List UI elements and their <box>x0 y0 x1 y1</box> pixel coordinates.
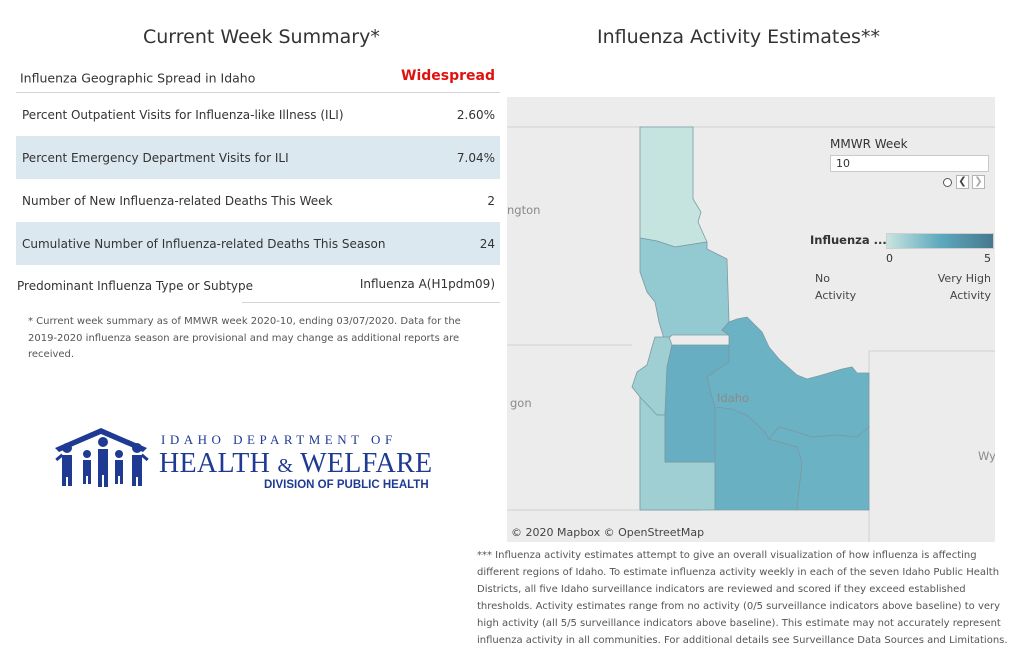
basemap-label-oregon: gon <box>510 396 532 410</box>
legend-color-scale <box>886 233 994 249</box>
legend-min-value: 0 <box>886 252 893 265</box>
cumulative-deaths-label: Cumulative Number of Influenza-related D… <box>22 236 386 251</box>
logo-division-text: DIVISION OF PUBLIC HEALTH <box>264 479 429 491</box>
district-1-region[interactable] <box>639 126 708 248</box>
map-attribution[interactable]: © 2020 Mapbox © OpenStreetMap <box>511 526 705 539</box>
ed-visits-row: Percent Emergency Department Visits for … <box>16 136 500 179</box>
idaho-districts-map[interactable] <box>507 97 995 542</box>
predominant-type-value: Influenza A(H1pdm09) <box>359 277 495 291</box>
new-deaths-label: Number of New Influenza-related Deaths T… <box>22 193 333 208</box>
divider <box>242 302 500 303</box>
activity-footnote: *** Influenza activity estimates attempt… <box>477 550 1008 646</box>
legend-high-line1: Very High <box>937 272 991 285</box>
family-figures-icon <box>55 428 149 487</box>
geographic-spread-label: Influenza Geographic Spread in Idaho <box>20 70 256 85</box>
ed-visits-value: 7.04% <box>456 150 495 165</box>
legend-max-value: 5 <box>984 252 991 265</box>
ili-visits-value: 2.60% <box>456 107 495 122</box>
geographic-spread-row: Influenza Geographic Spread in Idaho Wid… <box>16 63 500 93</box>
logo-welfare-word: WELFARE <box>300 448 433 479</box>
basemap-label-wyoming: Wy <box>978 449 995 463</box>
idhw-logo: IDAHO DEPARTMENT OF HEALTH & WELFARE DIV… <box>53 424 443 496</box>
district-2-region[interactable] <box>639 237 731 343</box>
new-deaths-row: Number of New Influenza-related Deaths T… <box>16 179 500 222</box>
influenza-activity-map[interactable]: ngton gon Idaho Wy MMWR Week ❮ ❯ Influen… <box>507 97 995 542</box>
logo-department-text: IDAHO DEPARTMENT OF <box>161 432 397 447</box>
geographic-spread-value: Widespread <box>401 68 495 85</box>
ed-visits-label: Percent Emergency Department Visits for … <box>22 150 289 165</box>
slider-handle-icon[interactable] <box>943 178 952 187</box>
week-next-button[interactable]: ❯ <box>972 175 985 189</box>
summary-title: Current Week Summary* <box>143 26 380 48</box>
cumulative-deaths-row: Cumulative Number of Influenza-related D… <box>16 222 500 265</box>
current-week-summary-table: Influenza Geographic Spread in Idaho Wid… <box>16 63 500 303</box>
logo-health-welfare-text: HEALTH & WELFARE <box>159 448 432 480</box>
logo-health-word: HEALTH <box>159 448 271 479</box>
summary-footnote: * Current week summary as of MMWR week 2… <box>28 316 461 360</box>
district-7-region[interactable] <box>706 316 870 440</box>
week-prev-button[interactable]: ❮ <box>956 175 969 189</box>
legend-high-label: Very High Activity <box>931 270 991 304</box>
logo-ampersand: & <box>277 455 294 477</box>
ili-visits-row: Percent Outpatient Visits for Influenza-… <box>16 93 500 136</box>
legend-low-line2: Activity <box>815 289 857 302</box>
new-deaths-value: 2 <box>487 193 495 208</box>
activity-estimates-title: Influenza Activity Estimates** <box>597 26 880 48</box>
mmwr-week-input[interactable] <box>830 155 989 172</box>
legend-high-line2: Activity <box>949 289 991 302</box>
chevron-left-icon: ❮ <box>958 176 967 187</box>
ili-visits-label: Percent Outpatient Visits for Influenza-… <box>22 107 344 122</box>
predominant-type-label: Predominant Influenza Type or Subtype <box>17 279 254 294</box>
chevron-right-icon: ❯ <box>974 176 983 187</box>
legend-low-label: No Activity <box>815 270 856 304</box>
basemap-label-washington: ngton <box>507 203 541 217</box>
legend-title: Influenza ... <box>810 233 887 247</box>
basemap-label-idaho: Idaho <box>717 391 750 405</box>
legend-low-line1: No <box>815 272 830 285</box>
mmwr-week-label: MMWR Week <box>830 137 908 151</box>
predominant-type-row: Predominant Influenza Type or Subtype In… <box>16 265 500 303</box>
cumulative-deaths-value: 24 <box>479 236 495 251</box>
mmwr-week-filter: MMWR Week ❮ ❯ <box>830 137 989 189</box>
